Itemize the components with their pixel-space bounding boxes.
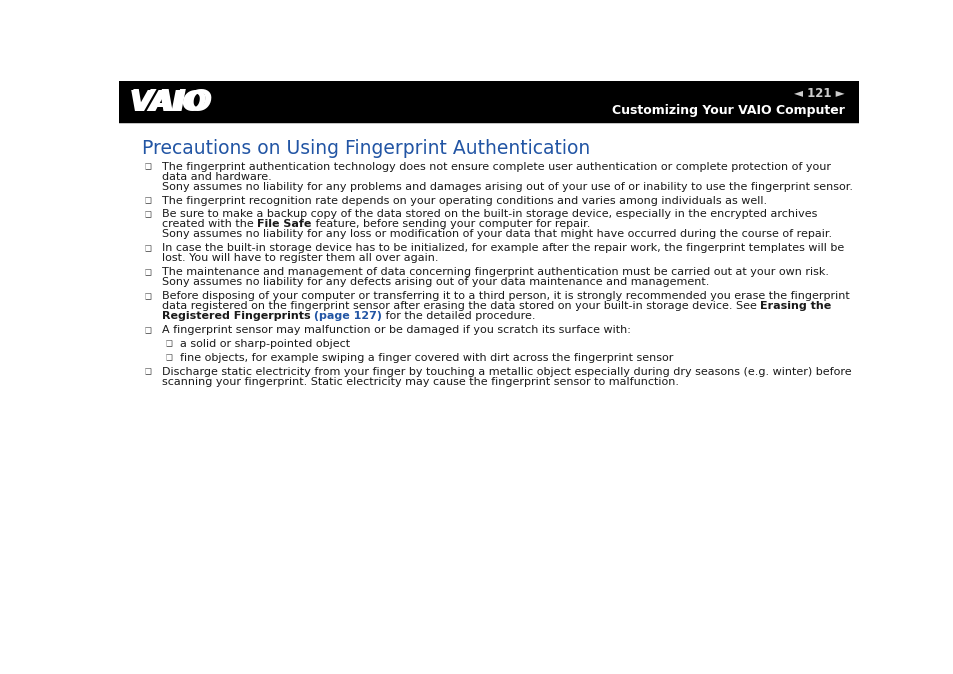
- Text: Precautions on Using Fingerprint Authentication: Precautions on Using Fingerprint Authent…: [142, 139, 590, 158]
- Text: scanning your fingerprint. Static electricity may cause the fingerprint sensor t: scanning your fingerprint. Static electr…: [162, 377, 679, 387]
- Text: ❑: ❑: [145, 162, 152, 171]
- Text: ❑: ❑: [145, 268, 152, 277]
- Text: fine objects, for example swiping a finger covered with dirt across the fingerpr: fine objects, for example swiping a fing…: [179, 353, 673, 363]
- Text: Discharge static electricity from your finger by touching a metallic object espe: Discharge static electricity from your f…: [162, 367, 851, 377]
- Text: File Safe: File Safe: [257, 220, 312, 229]
- Text: Sony assumes no liability for any defects arising out of your data maintenance a: Sony assumes no liability for any defect…: [162, 277, 708, 287]
- Text: Sony assumes no liability for any loss or modification of your data that might h: Sony assumes no liability for any loss o…: [162, 229, 831, 239]
- Text: ❑: ❑: [145, 326, 152, 335]
- Text: The maintenance and management of data concerning fingerprint authentication mus: The maintenance and management of data c…: [162, 267, 828, 277]
- Text: Erasing the: Erasing the: [760, 301, 831, 311]
- Text: The fingerprint authentication technology does not ensure complete user authenti: The fingerprint authentication technolog…: [162, 162, 830, 172]
- Text: data registered on the fingerprint sensor after erasing the data stored on your : data registered on the fingerprint senso…: [162, 301, 760, 311]
- Text: VAIO: VAIO: [131, 88, 213, 117]
- Text: ❑: ❑: [166, 353, 172, 363]
- Text: Customizing Your VAIO Computer: Customizing Your VAIO Computer: [611, 104, 843, 117]
- Text: a solid or sharp-pointed object: a solid or sharp-pointed object: [179, 339, 350, 349]
- Text: VAIO: VAIO: [129, 89, 207, 117]
- Text: for the detailed procedure.: for the detailed procedure.: [382, 311, 536, 321]
- Bar: [119, 81, 858, 123]
- Text: In case the built-in storage device has to be initialized, for example after the: In case the built-in storage device has …: [162, 243, 843, 253]
- Text: Be sure to make a backup copy of the data stored on the built-in storage device,: Be sure to make a backup copy of the dat…: [162, 210, 817, 220]
- Text: data and hardware.: data and hardware.: [162, 172, 272, 182]
- Text: Registered Fingerprints: Registered Fingerprints: [162, 311, 310, 321]
- Text: A fingerprint sensor may malfunction or be damaged if you scratch its surface wi: A fingerprint sensor may malfunction or …: [162, 325, 630, 335]
- Text: ❑: ❑: [145, 244, 152, 253]
- Text: ❑: ❑: [145, 367, 152, 376]
- Text: ◄ 121 ►: ◄ 121 ►: [793, 87, 843, 100]
- Text: ❑: ❑: [145, 292, 152, 301]
- Text: ❑: ❑: [145, 210, 152, 219]
- Text: feature, before sending your computer for repair.: feature, before sending your computer fo…: [312, 220, 589, 229]
- Text: The fingerprint recognition rate depends on your operating conditions and varies: The fingerprint recognition rate depends…: [162, 195, 766, 206]
- Text: lost. You will have to register them all over again.: lost. You will have to register them all…: [162, 253, 438, 264]
- Text: Before disposing of your computer or transferring it to a third person, it is st: Before disposing of your computer or tra…: [162, 291, 849, 301]
- Text: ❑: ❑: [145, 196, 152, 206]
- Text: Sony assumes no liability for any problems and damages arising out of your use o: Sony assumes no liability for any proble…: [162, 182, 852, 191]
- Text: (page 127): (page 127): [310, 311, 382, 321]
- Text: created with the: created with the: [162, 220, 257, 229]
- Text: ❑: ❑: [166, 340, 172, 348]
